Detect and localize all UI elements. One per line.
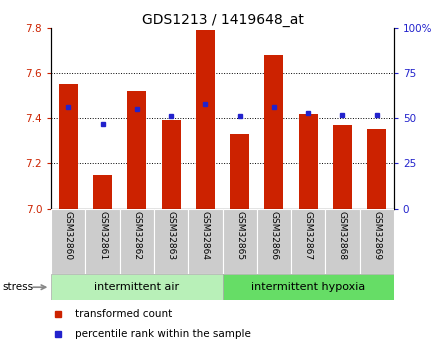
Text: GSM32864: GSM32864	[201, 211, 210, 260]
Text: GSM32862: GSM32862	[132, 211, 142, 260]
Bar	[222, 209, 257, 274]
Text: GSM32869: GSM32869	[372, 211, 381, 260]
Title: GDS1213 / 1419648_at: GDS1213 / 1419648_at	[142, 12, 303, 27]
Bar	[325, 209, 360, 274]
Bar	[85, 209, 120, 274]
Bar	[367, 129, 386, 209]
Bar	[93, 175, 112, 209]
Bar	[196, 30, 215, 209]
Bar	[264, 55, 283, 209]
Bar	[333, 125, 352, 209]
Bar	[154, 209, 188, 274]
Text: GSM32868: GSM32868	[338, 211, 347, 260]
Bar	[188, 209, 222, 274]
Bar	[59, 84, 78, 209]
Bar	[299, 114, 318, 209]
Bar	[120, 209, 154, 274]
Text: GSM32861: GSM32861	[98, 211, 107, 260]
Bar	[162, 120, 181, 209]
Text: stress: stress	[2, 282, 33, 292]
Text: GSM32860: GSM32860	[64, 211, 73, 260]
Bar	[51, 209, 85, 274]
Bar	[291, 209, 325, 274]
Text: intermittent hypoxia: intermittent hypoxia	[251, 282, 365, 292]
Bar	[257, 209, 291, 274]
Text: GSM32863: GSM32863	[166, 211, 176, 260]
Bar	[230, 134, 249, 209]
Bar	[222, 274, 394, 300]
Bar	[127, 91, 146, 209]
Bar	[51, 274, 223, 300]
Text: transformed count: transformed count	[75, 309, 172, 318]
Bar	[360, 209, 394, 274]
Text: percentile rank within the sample: percentile rank within the sample	[75, 329, 251, 339]
Text: GSM32867: GSM32867	[303, 211, 313, 260]
Text: GSM32866: GSM32866	[269, 211, 279, 260]
Text: intermittent air: intermittent air	[94, 282, 179, 292]
Text: GSM32865: GSM32865	[235, 211, 244, 260]
